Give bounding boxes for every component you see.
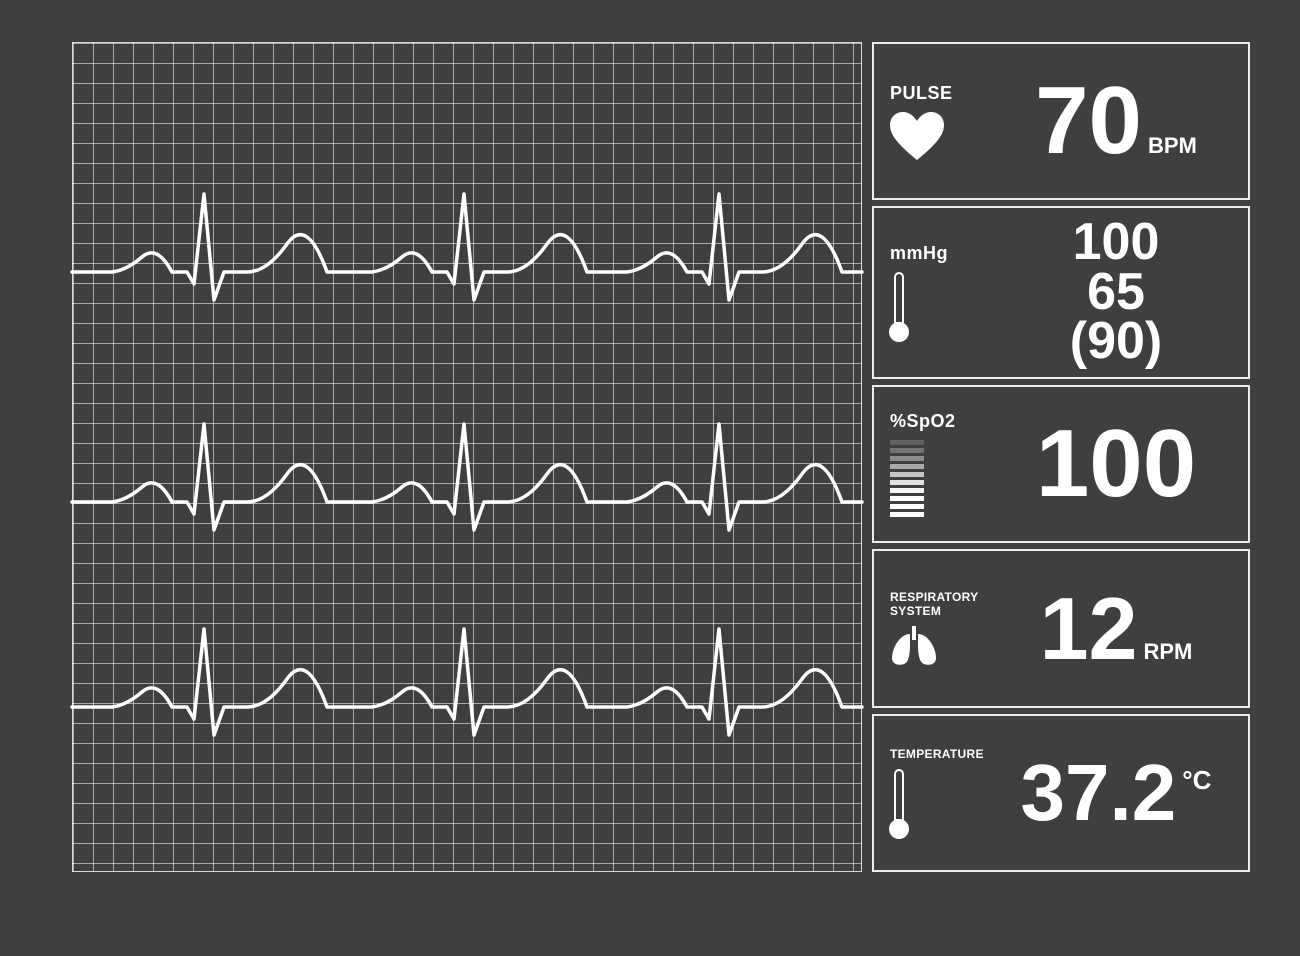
temp-value: 37.2 [1021,757,1177,829]
bp-tile: mmHg 100 65 (90) [872,206,1250,378]
pulse-tile: PULSE 70 BPM [872,42,1250,200]
temp-unit: °C [1182,765,1211,796]
heart-icon [890,112,944,160]
ecg-trace-2 [72,412,862,592]
resp-label: RESPIRATORY SYSTEM [890,590,1000,618]
vitals-monitor: PULSE 70 BPM mmHg 100 65 ( [72,42,1250,872]
ecg-trace-3 [72,617,862,797]
lungs-icon [890,626,938,666]
resp-value: 12 [1040,589,1138,668]
ecg-trace-1 [72,182,862,362]
bp-mean: (90) [1070,317,1162,366]
resp-tile: RESPIRATORY SYSTEM 12 RPM [872,549,1250,707]
temp-tile: TEMPERATURE 37.2 °C [872,714,1250,872]
bp-systolic: 100 [1073,218,1160,267]
thermometer-icon [890,272,908,342]
temp-label: TEMPERATURE [890,747,984,761]
resp-unit: RPM [1144,639,1193,665]
pulse-unit: BPM [1148,133,1197,159]
pulse-label: PULSE [890,83,953,104]
spo2-tile: %SpO2 100 [872,385,1250,543]
vitals-column: PULSE 70 BPM mmHg 100 65 ( [872,42,1250,872]
pulse-value: 70 [1035,78,1142,164]
bp-diastolic: 65 [1087,268,1145,317]
spo2-value: 100 [1036,421,1196,507]
ecg-panel [72,42,862,872]
spo2-bars-icon [890,440,924,517]
thermometer-icon [890,769,908,839]
spo2-label: %SpO2 [890,411,956,432]
bp-label: mmHg [890,243,948,264]
